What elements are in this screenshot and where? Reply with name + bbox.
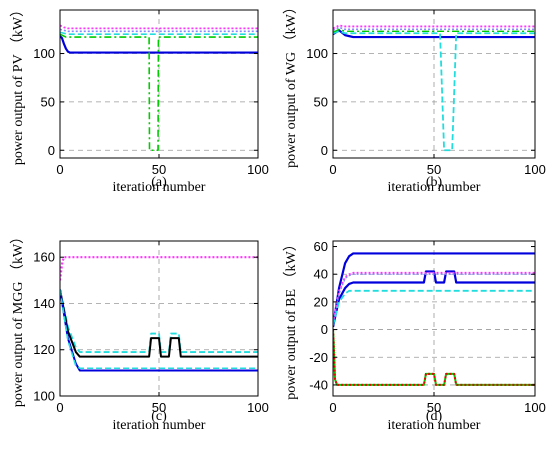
series-line-4 <box>333 26 535 32</box>
chart-panel-1: 0 50 100 0 50 100 iteration number power output… <box>10 3 269 195</box>
y-tick-label: 100 <box>33 46 55 61</box>
series-group <box>333 24 535 152</box>
y-tick-label: -20 <box>309 350 328 365</box>
series-line-3 <box>60 31 258 35</box>
series-line-5 <box>333 289 535 326</box>
x-tick-label: 0 <box>56 162 63 177</box>
y-tick-label: 20 <box>314 294 328 309</box>
y-tick-label: 160 <box>33 250 55 265</box>
y-tick-label: 0 <box>48 143 55 158</box>
series-line-1 <box>60 35 258 54</box>
series-line-2 <box>60 289 258 353</box>
series-line-1 <box>60 256 258 281</box>
x-tick-label: 100 <box>247 162 269 177</box>
series-line-5 <box>333 24 535 30</box>
series-line-2 <box>333 30 535 152</box>
y-axis-label: power output of BE （kW） <box>283 237 299 400</box>
panel-caption: (c) <box>151 409 167 424</box>
y-tick-label: 0 <box>321 143 328 158</box>
x-tick-label: 0 <box>329 162 336 177</box>
x-tick-label: 50 <box>152 162 166 177</box>
y-tick-label: 0 <box>321 322 328 337</box>
chart-panel-4: 0 50 100 -40 -20 0 20 40 60 iteration number power… <box>283 237 546 433</box>
series-line-7 <box>333 329 535 386</box>
chart-panel-2: 0 50 100 0 50 100 iteration number power output… <box>283 0 546 195</box>
series-group <box>60 24 258 152</box>
y-tick-label: 140 <box>33 296 55 311</box>
series-line-3 <box>333 271 535 323</box>
panel-caption: (a) <box>151 175 167 190</box>
y-tick-label: -40 <box>309 377 328 392</box>
series-line-2 <box>333 270 535 328</box>
series-group <box>60 256 258 372</box>
x-tick-label: 50 <box>427 400 441 415</box>
y-tick-label: 50 <box>41 94 55 109</box>
y-tick-label: 40 <box>314 267 328 282</box>
series-line-2 <box>60 33 258 152</box>
panel-caption: (d) <box>426 409 443 424</box>
x-tick-label: 100 <box>524 162 546 177</box>
x-tick-label: 100 <box>247 400 269 415</box>
plot-area <box>60 241 258 396</box>
y-tick-label: 100 <box>306 46 328 61</box>
series-line-4 <box>333 273 535 325</box>
series-group <box>333 252 535 386</box>
x-tick-label: 50 <box>152 400 166 415</box>
x-tick-label: 0 <box>329 400 336 415</box>
x-axis-label: iteration number <box>388 180 481 195</box>
panel-caption: (b) <box>426 175 443 190</box>
y-tick-label: 100 <box>33 389 55 404</box>
y-axis-label: power output of MGG （kW） <box>10 230 26 407</box>
x-axis-label: iteration number <box>113 180 206 195</box>
chart-panel-3: 0 50 100 100 120 140 160 iteration number power … <box>10 230 269 433</box>
series-line-3 <box>60 289 258 358</box>
y-axis-label: power output of WG （kW） <box>283 0 299 168</box>
x-axis-label: iteration number <box>388 418 481 433</box>
x-tick-label: 100 <box>524 400 546 415</box>
x-tick-label: 0 <box>56 400 63 415</box>
y-tick-label: 50 <box>314 94 328 109</box>
x-tick-label: 50 <box>427 162 441 177</box>
plot-area <box>333 241 535 396</box>
y-tick-label: 60 <box>314 239 328 254</box>
x-axis-label: iteration number <box>113 418 206 433</box>
y-axis-label: power output of PV （kW） <box>10 3 26 165</box>
y-tick-label: 120 <box>33 342 55 357</box>
series-line-3 <box>333 28 535 33</box>
